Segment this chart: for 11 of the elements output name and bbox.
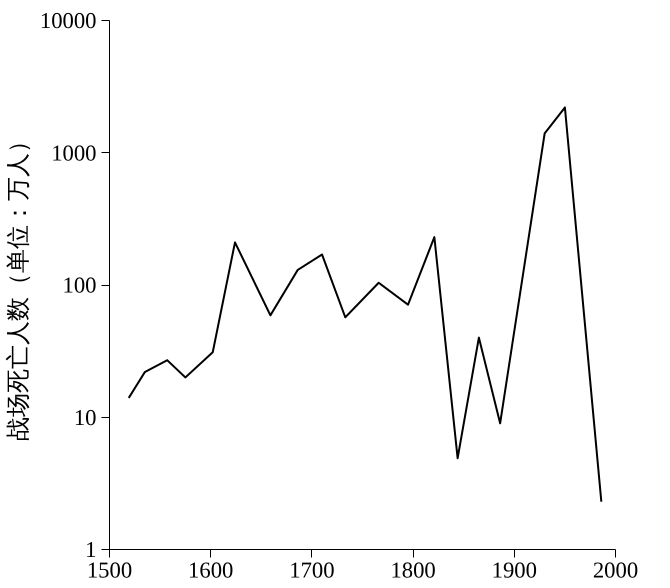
x-tick-label: 1900 — [492, 558, 537, 582]
y-tick-label: 100 — [62, 272, 96, 298]
x-tick-label: 1700 — [289, 558, 335, 582]
y-axis-title: 战场死亡人数（单位：万人） — [4, 129, 32, 441]
line-series — [128, 106, 602, 503]
y-tick-label: 1000 — [51, 140, 96, 166]
y-tick-label: 10000 — [40, 8, 96, 33]
x-tick-label: 1600 — [188, 558, 234, 582]
y-tick-label: 10 — [74, 404, 96, 430]
x-tick-label: 2000 — [592, 558, 638, 582]
x-tick-label: 1800 — [390, 558, 436, 582]
